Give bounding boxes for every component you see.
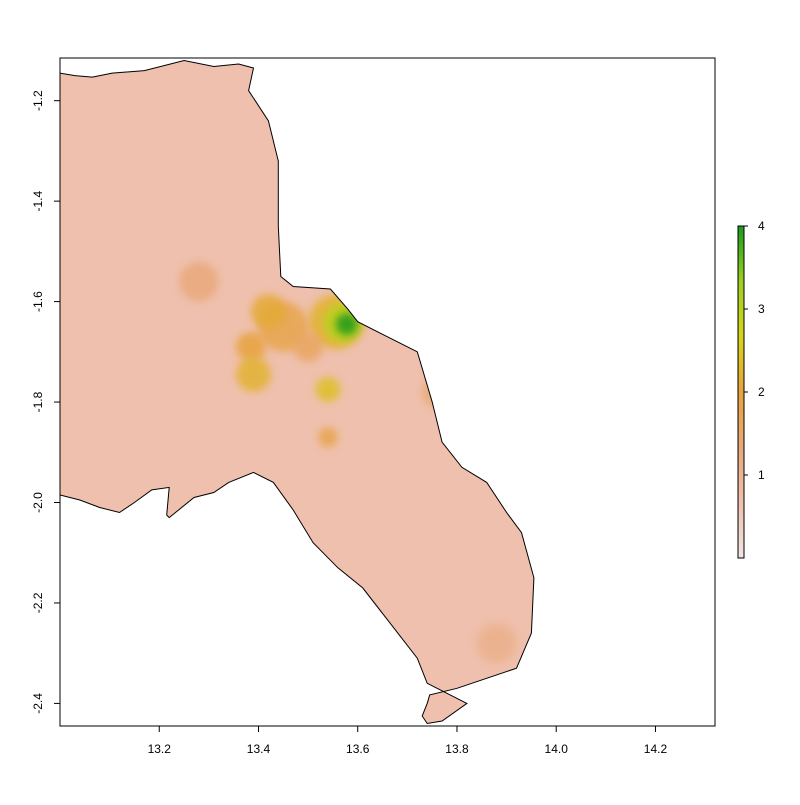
hotspot-13 (288, 226, 318, 257)
hotspot-8 (318, 427, 338, 448)
x-axis: 13.2 13.4 13.6 13.8 14.0 14.2 (148, 726, 668, 756)
x-tick-label: 14.2 (644, 742, 668, 756)
legend-color-bar (737, 225, 745, 559)
hotspot-11 (422, 377, 452, 407)
legend-tick-label: 2 (758, 385, 765, 399)
color-legend: 1 2 3 4 (737, 219, 765, 559)
hotspot-15 (476, 623, 517, 663)
y-tick-label: -1.6 (31, 291, 45, 312)
hotspot-14 (179, 261, 219, 302)
hotspot-7 (315, 377, 341, 402)
y-tick-label: -1.4 (31, 190, 45, 211)
hotspot-6 (236, 357, 271, 392)
x-tick-label: 13.8 (445, 742, 469, 756)
hotspot-4 (251, 294, 286, 329)
hotspot-2 (335, 313, 358, 336)
hotspot-10 (367, 296, 398, 327)
region-fill (60, 60, 534, 724)
plot-frame (59, 57, 716, 727)
y-tick-label: -2.0 (31, 492, 45, 513)
y-tick-label: -1.2 (31, 90, 45, 111)
region-outline (60, 59, 535, 725)
legend-ticks: 1 2 3 4 (744, 219, 765, 482)
x-tick-label: 14.0 (545, 742, 569, 756)
x-tick-label: 13.2 (148, 742, 172, 756)
map-layer (60, 59, 535, 725)
y-tick-label: -2.4 (31, 693, 45, 714)
x-tick-label: 13.6 (346, 742, 370, 756)
x-tick-label: 13.4 (247, 742, 271, 756)
hotspot-9 (293, 331, 323, 362)
y-tick-label: -1.8 (31, 391, 45, 412)
legend-tick-label: 4 (758, 219, 765, 233)
legend-tick-label: 3 (758, 302, 765, 316)
y-tick-label: -2.2 (31, 592, 45, 613)
hotspot-5 (236, 331, 266, 362)
y-axis: -1.2 -1.4 -1.6 -1.8 -2.0 -2.2 -2.4 (31, 90, 60, 714)
hotspot-12 (303, 146, 333, 176)
legend-tick-label: 1 (758, 468, 765, 482)
